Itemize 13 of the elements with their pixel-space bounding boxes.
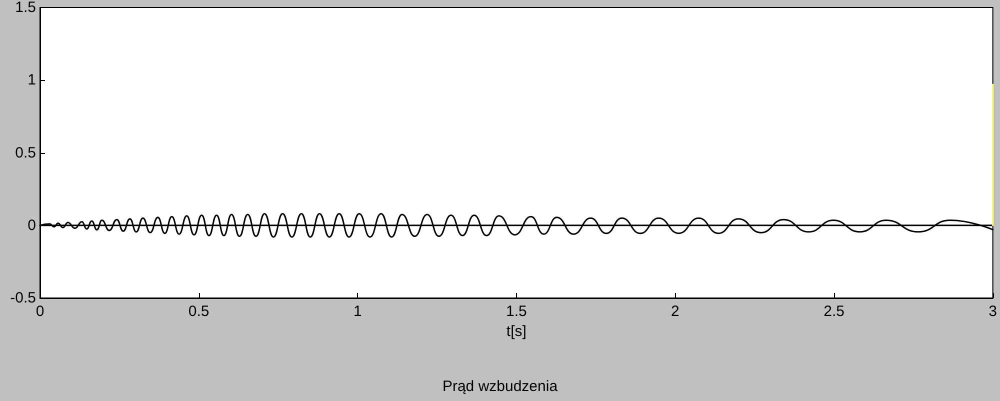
- y-tick-label: 0.5: [15, 144, 36, 162]
- x-tick-label: 2.5: [824, 303, 844, 320]
- y-tick-label: 0: [28, 216, 36, 234]
- x-tick-label: 0.5: [188, 303, 210, 320]
- x-tick-label: 1: [353, 303, 362, 320]
- text: Prąd wzbudzenia: [442, 378, 558, 395]
- y-tick-label: 1.5: [15, 0, 36, 16]
- x-tick-label: 3: [988, 303, 997, 320]
- y-tick-label: 1: [28, 72, 36, 89]
- x-axis-title: t[s]: [506, 322, 526, 340]
- y-tick-label: -0.5: [10, 290, 36, 306]
- x-tick-label: 2: [671, 303, 680, 320]
- x-tick-label: 1.5: [506, 303, 527, 320]
